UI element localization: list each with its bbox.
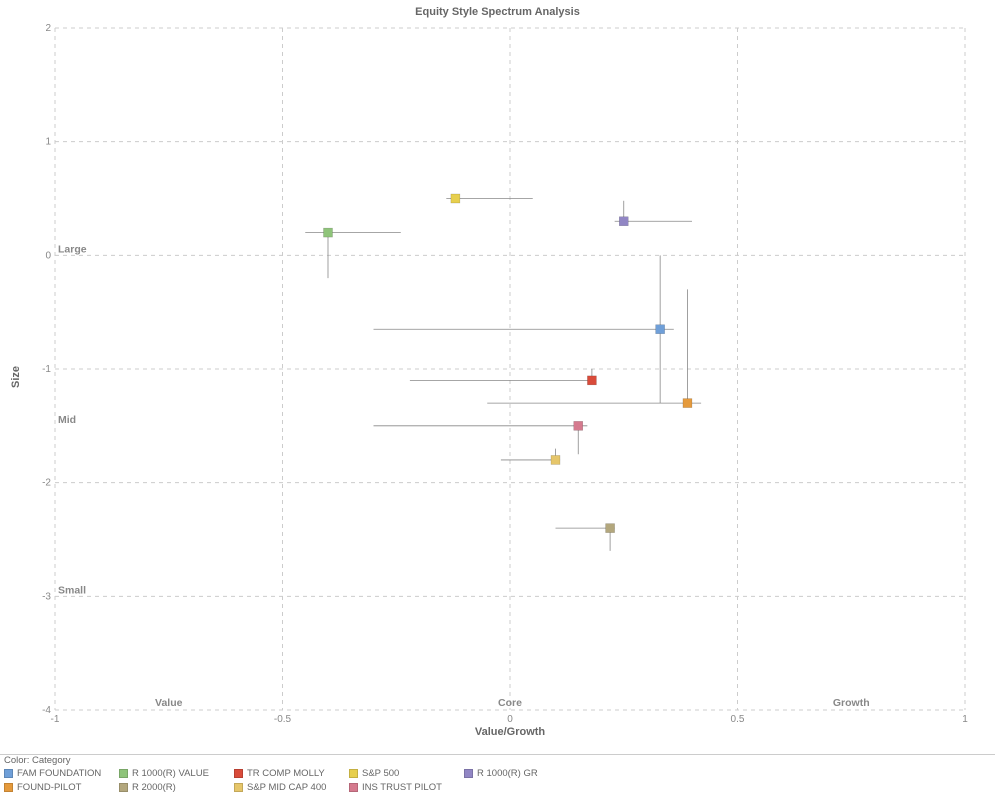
y-axis-title: Size: [10, 366, 22, 388]
legend-item: S&P MID CAP 400: [234, 782, 349, 793]
data-marker: [574, 421, 583, 430]
y-tick-label: 2: [45, 23, 51, 34]
legend-item: S&P 500: [349, 768, 464, 779]
x-band-label: Growth: [833, 697, 870, 709]
legend-swatch: [234, 769, 243, 778]
y-band-label: Mid: [58, 414, 76, 426]
legend-rows: FAM FOUNDATION R 1000(R) VALUE TR COMP MOL…: [0, 766, 995, 794]
y-tick-label: 1: [45, 137, 51, 148]
y-tick-label: -2: [42, 478, 51, 489]
legend-label: FOUND-PILOT: [17, 782, 81, 793]
legend-swatch: [119, 783, 128, 792]
legend-label: R 1000(R) GR: [477, 768, 538, 779]
legend-label: R 1000(R) VALUE: [132, 768, 209, 779]
legend-swatch: [119, 769, 128, 778]
data-marker: [606, 524, 615, 533]
legend-row: FOUND-PILOT R 2000(R) S&P MID CAP 400 INS T…: [0, 780, 995, 794]
legend: Color: Category FAM FOUNDATION R 1000(R) …: [0, 754, 995, 794]
legend-label: TR COMP MOLLY: [247, 768, 325, 779]
data-marker: [587, 376, 596, 385]
data-marker: [451, 194, 460, 203]
legend-swatch: [464, 769, 473, 778]
legend-item: TR COMP MOLLY: [234, 768, 349, 779]
legend-item: R 1000(R) GR: [464, 768, 579, 779]
legend-label: S&P 500: [362, 768, 399, 779]
x-band-label: Core: [498, 697, 522, 709]
legend-swatch: [349, 769, 358, 778]
legend-label: S&P MID CAP 400: [247, 782, 326, 793]
legend-swatch: [4, 769, 13, 778]
legend-swatch: [349, 783, 358, 792]
data-marker: [551, 455, 560, 464]
chart-svg: -4-3-2-1012-1-0.500.51ValueCoreGrowthLar…: [35, 18, 985, 736]
x-tick-label: -0.5: [274, 714, 292, 725]
chart-title: Equity Style Spectrum Analysis: [0, 0, 995, 18]
legend-swatch: [4, 783, 13, 792]
legend-item: FAM FOUNDATION: [4, 768, 119, 779]
legend-item: FOUND-PILOT: [4, 782, 119, 793]
chart-area: Size -4-3-2-1012-1-0.500.51ValueCoreGrow…: [35, 18, 985, 736]
data-marker: [683, 399, 692, 408]
data-marker: [619, 217, 628, 226]
x-tick-label: 1: [962, 714, 968, 725]
y-tick-label: 0: [45, 250, 51, 261]
x-axis-title: Value/Growth: [475, 726, 545, 738]
x-tick-label: 0.5: [731, 714, 745, 725]
y-band-label: Large: [58, 243, 87, 255]
legend-label: INS TRUST PILOT: [362, 782, 442, 793]
x-tick-label: 0: [507, 714, 513, 725]
legend-swatch: [234, 783, 243, 792]
data-marker: [324, 228, 333, 237]
legend-item: R 2000(R): [119, 782, 234, 793]
x-tick-label: -1: [51, 714, 60, 725]
x-band-label: Value: [155, 697, 183, 709]
legend-label: R 2000(R): [132, 782, 176, 793]
y-tick-label: -3: [42, 591, 51, 602]
y-band-label: Small: [58, 584, 86, 596]
legend-item: R 1000(R) VALUE: [119, 768, 234, 779]
legend-label: FAM FOUNDATION: [17, 768, 101, 779]
y-tick-label: -1: [42, 364, 51, 375]
legend-row: FAM FOUNDATION R 1000(R) VALUE TR COMP MOL…: [0, 766, 995, 780]
legend-item: INS TRUST PILOT: [349, 782, 464, 793]
legend-title: Color: Category: [0, 755, 995, 766]
data-marker: [656, 325, 665, 334]
